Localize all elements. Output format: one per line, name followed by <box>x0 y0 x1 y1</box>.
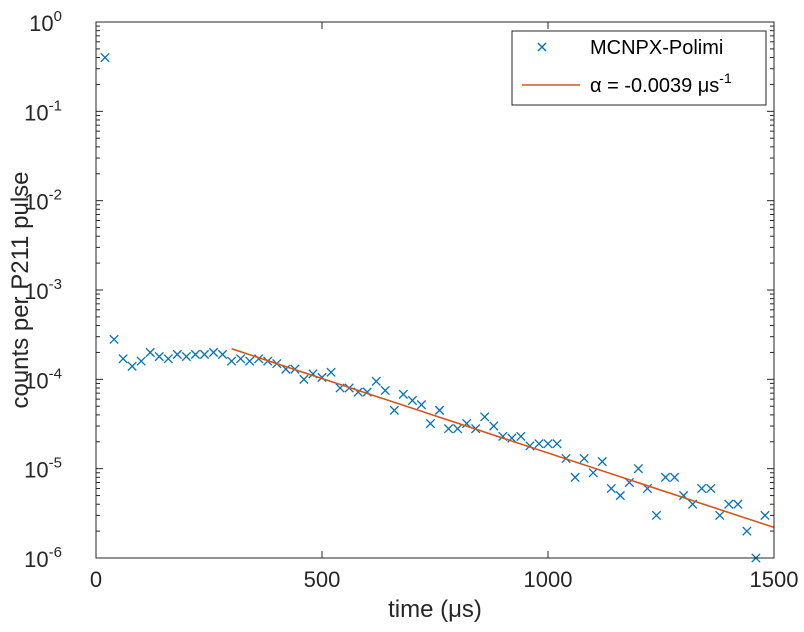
data-point <box>380 385 390 396</box>
data-point <box>597 456 607 467</box>
legend-label-alpha-text: α = -0.0039 μs <box>590 75 719 97</box>
y-tick-label-base: 10 <box>24 368 48 393</box>
data-point <box>715 510 725 521</box>
data-point <box>217 349 228 360</box>
y-tick-label: 10-1 <box>24 97 62 125</box>
y-tick-label-base: 10 <box>24 547 48 572</box>
data-point <box>371 376 381 386</box>
data-point <box>615 490 625 501</box>
data-point <box>199 349 210 360</box>
data-point <box>742 526 752 536</box>
y-tick-label: 10-3 <box>24 276 62 304</box>
y-tick-label: 10-6 <box>24 544 62 572</box>
y-tick-label-exponent: -1 <box>49 97 62 114</box>
legend: MCNPX-Polimi α = -0.0039 μs-1 <box>511 30 767 106</box>
data-point <box>724 499 734 509</box>
data-point <box>389 405 399 415</box>
y-tick-label: 100 <box>29 8 62 36</box>
data-point <box>552 439 562 449</box>
data-point <box>489 421 499 431</box>
data-point <box>299 374 309 384</box>
data-point <box>480 412 490 422</box>
data-point <box>416 400 427 410</box>
data-point <box>118 354 128 364</box>
y-tick-label-base: 10 <box>24 279 48 304</box>
data-point <box>109 334 119 345</box>
y-tick-label-exponent: -4 <box>49 365 62 382</box>
y-tick-label: 10-4 <box>24 365 62 393</box>
data-point <box>534 439 544 449</box>
data-point <box>235 354 246 364</box>
data-point <box>651 510 662 521</box>
y-tick-label-exponent: -2 <box>49 187 62 204</box>
data-point <box>570 472 580 482</box>
y-tick-label-base: 10 <box>24 458 48 483</box>
data-point <box>407 395 418 406</box>
data-point <box>181 351 192 362</box>
data-point <box>633 464 644 474</box>
data-point <box>443 424 454 434</box>
y-tick-label-exponent: -6 <box>49 544 62 561</box>
data-point <box>127 361 137 371</box>
y-tick-label-exponent: -5 <box>49 455 62 472</box>
y-tick-label-base: 10 <box>24 190 48 215</box>
x-tick-label: 0 <box>90 567 102 592</box>
data-point <box>226 356 237 366</box>
plot-area <box>96 22 774 558</box>
y-axis-title: counts per P211 pulse <box>7 171 34 408</box>
data-point <box>606 483 616 494</box>
data-point <box>452 424 463 434</box>
y-tick-label-exponent: 0 <box>54 8 62 25</box>
data-point <box>245 356 255 366</box>
legend-marker-x <box>537 42 547 52</box>
x-axis-title: time (μs) <box>388 596 482 623</box>
legend-box <box>511 30 767 106</box>
data-point <box>326 367 336 377</box>
data-point <box>100 52 110 63</box>
data-point <box>163 354 173 364</box>
x-tick-label: 500 <box>304 567 341 592</box>
y-tick-label-base: 10 <box>24 100 48 125</box>
legend-label-alpha: α = -0.0039 μs-1 <box>590 70 732 97</box>
x-tick-label: 1000 <box>524 567 573 592</box>
y-tick-label-exponent: -3 <box>49 276 62 293</box>
data-point <box>660 472 671 482</box>
y-tick-label: 10-5 <box>24 455 62 483</box>
fit-line <box>231 347 775 529</box>
data-point <box>588 468 598 478</box>
data-point <box>434 405 445 415</box>
data-point <box>697 483 707 494</box>
data-point <box>145 347 155 358</box>
y-tick-label-base: 10 <box>29 11 53 36</box>
data-point <box>624 477 635 488</box>
data-point <box>172 349 183 360</box>
x-axis-ticks: 0 500 1000 1500 <box>90 22 799 592</box>
data-point <box>190 349 201 360</box>
legend-label-alpha-exp: -1 <box>719 70 732 86</box>
data-point <box>706 483 716 494</box>
data-point <box>136 356 146 366</box>
data-point <box>579 453 589 464</box>
data-point <box>208 347 219 358</box>
legend-label-mcnpx: MCNPX-Polimi <box>590 37 723 59</box>
data-point <box>398 389 409 399</box>
data-point <box>543 439 553 449</box>
data-point <box>154 351 164 362</box>
data-point <box>516 431 526 442</box>
data-point <box>642 483 653 494</box>
data-point <box>733 499 743 509</box>
data-point <box>425 418 436 429</box>
data-point <box>669 472 680 482</box>
y-tick-label: 10-2 <box>24 187 62 215</box>
series-fit-line <box>231 347 775 529</box>
data-point <box>760 510 770 521</box>
x-tick-label: 1500 <box>750 567 799 592</box>
